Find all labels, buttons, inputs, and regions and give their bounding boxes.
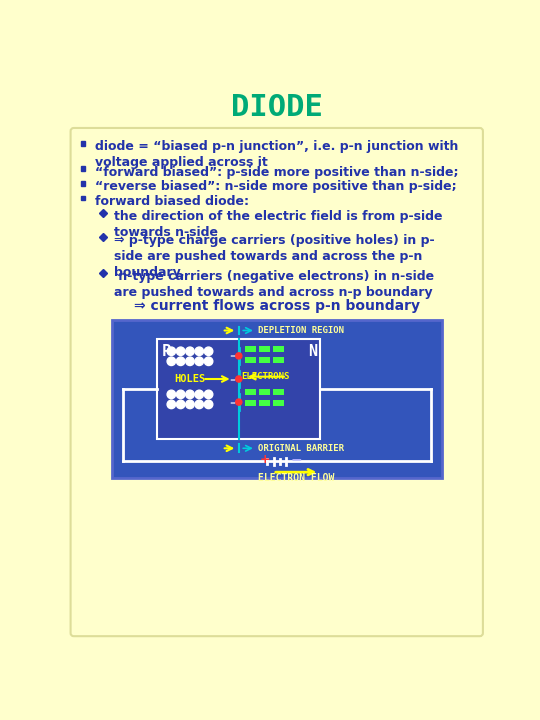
Text: =: =	[230, 400, 235, 406]
Text: ELECTRONS: ELECTRONS	[242, 372, 290, 381]
Text: ORIGINAL BARRIER: ORIGINAL BARRIER	[258, 444, 344, 453]
Circle shape	[204, 390, 213, 399]
Text: ⇒ p-type charge carriers (positive holes) in p-
side are pushed towards and acro: ⇒ p-type charge carriers (positive holes…	[114, 234, 435, 279]
Text: “reverse biased”: n-side more positive than p-side;: “reverse biased”: n-side more positive t…	[94, 180, 456, 194]
Text: =: =	[230, 354, 235, 360]
Text: =: =	[230, 377, 235, 383]
Bar	[245, 389, 256, 395]
Text: HOLES: HOLES	[174, 374, 206, 384]
Bar	[80, 196, 85, 200]
Circle shape	[167, 390, 176, 399]
Circle shape	[195, 400, 204, 409]
Text: −: −	[291, 452, 302, 466]
Circle shape	[195, 347, 204, 356]
Text: ELECTRON FLOW: ELECTRON FLOW	[258, 474, 334, 483]
Bar	[157, 339, 320, 439]
Circle shape	[204, 347, 213, 356]
Text: P: P	[162, 343, 171, 359]
Text: diode = “biased p-n junction”, i.e. p-n junction with
voltage applied across it: diode = “biased p-n junction”, i.e. p-n …	[94, 140, 458, 169]
Bar	[80, 141, 85, 145]
Text: the direction of the electric field is from p-side
towards n-side: the direction of the electric field is f…	[114, 210, 442, 238]
Text: DIODE: DIODE	[231, 94, 323, 122]
Circle shape	[235, 376, 242, 382]
Bar	[273, 400, 284, 406]
Circle shape	[195, 390, 204, 399]
Circle shape	[177, 357, 185, 366]
Bar	[259, 356, 270, 363]
Circle shape	[204, 357, 213, 366]
Bar	[273, 356, 284, 363]
Bar	[80, 181, 85, 186]
Circle shape	[186, 347, 194, 356]
Circle shape	[186, 400, 194, 409]
Bar	[245, 400, 256, 406]
Bar	[80, 166, 85, 171]
Bar	[273, 389, 284, 395]
Bar	[245, 346, 256, 352]
Circle shape	[177, 390, 185, 399]
Text: forward biased diode:: forward biased diode:	[94, 195, 248, 208]
Bar	[259, 346, 270, 352]
Circle shape	[235, 353, 242, 359]
Text: n-type carriers (negative electrons) in n-side
are pushed towards and across n-p: n-type carriers (negative electrons) in …	[114, 270, 434, 299]
Text: N: N	[308, 343, 317, 359]
Circle shape	[186, 390, 194, 399]
Circle shape	[235, 399, 242, 405]
Bar	[273, 346, 284, 352]
Text: +: +	[260, 453, 271, 466]
Circle shape	[177, 347, 185, 356]
Circle shape	[167, 347, 176, 356]
Circle shape	[167, 400, 176, 409]
Circle shape	[186, 357, 194, 366]
Circle shape	[195, 357, 204, 366]
Text: ⇒ current flows across p-n boundary: ⇒ current flows across p-n boundary	[134, 299, 420, 313]
Bar	[112, 320, 442, 478]
Circle shape	[167, 357, 176, 366]
Bar	[259, 389, 270, 395]
Circle shape	[204, 400, 213, 409]
Circle shape	[177, 400, 185, 409]
Text: DEPLETION REGION: DEPLETION REGION	[258, 326, 344, 335]
Text: “forward biased”: p-side more positive than n-side;: “forward biased”: p-side more positive t…	[94, 166, 458, 179]
Bar	[245, 356, 256, 363]
FancyBboxPatch shape	[71, 128, 483, 636]
Bar	[259, 400, 270, 406]
